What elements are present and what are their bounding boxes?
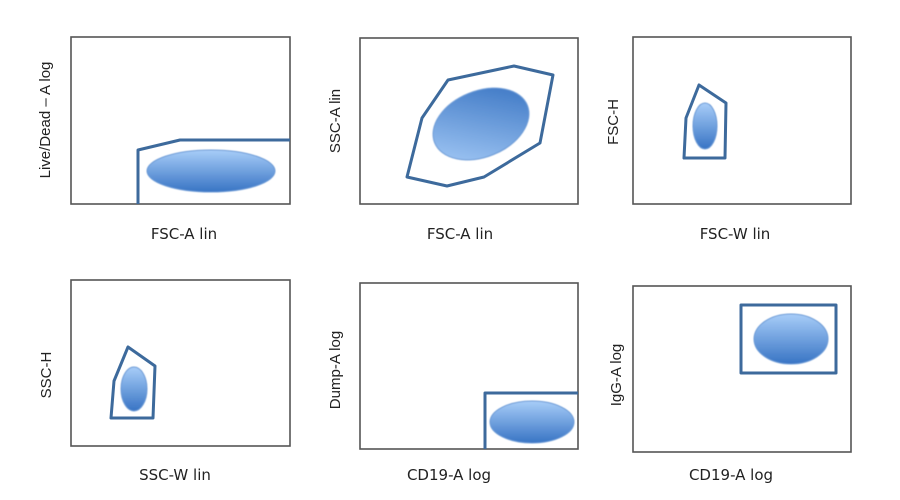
x-axis-label: SSC-W lin [139,466,211,484]
y-axis-label: Live/Dead – A log [37,62,54,179]
y-axis-label: FSC-H [605,99,622,145]
cell-population [120,366,148,412]
x-axis-label: CD19-A log [407,466,491,484]
cell-population [146,149,276,193]
x-axis-label: FSC-W lin [700,225,771,243]
cell-population [489,400,575,444]
lymphocyte-gate [405,64,555,188]
panel-cd19-dump: Dump-A log CD19-A log [327,282,579,484]
panel-ssc-singlets: SSC-H SSC-W lin [38,279,291,484]
y-axis-label: Dump-A log [327,331,344,409]
plot-frame [632,36,852,205]
y-axis-label: SSC-A lin [327,89,344,153]
panel-cd19-igg: IgG-A log CD19-A log [608,285,852,484]
plot-frame [70,279,291,447]
live-cell-gate [136,138,290,204]
cell-population [692,102,718,150]
cell-population [432,87,530,161]
y-axis-label: SSC-H [38,352,55,399]
x-axis-label: FSC-A lin [151,225,217,243]
panel-live-dead: Live/Dead – A log FSC-A lin [37,36,291,243]
cd19-dump-gate [483,391,578,449]
y-axis-label: IgG-A log [608,344,625,407]
panel-fsc-ssc: SSC-A lin FSC-A lin [327,37,579,243]
panel-fsc-singlets: FSC-H FSC-W lin [605,36,852,243]
fsc-singlet-gate [682,83,728,160]
cd19-igg-gate [739,303,838,375]
ssc-singlet-gate [109,345,157,420]
cell-population [753,313,829,365]
x-axis-label: FSC-A lin [427,225,493,243]
x-axis-label: CD19-A log [689,466,773,484]
